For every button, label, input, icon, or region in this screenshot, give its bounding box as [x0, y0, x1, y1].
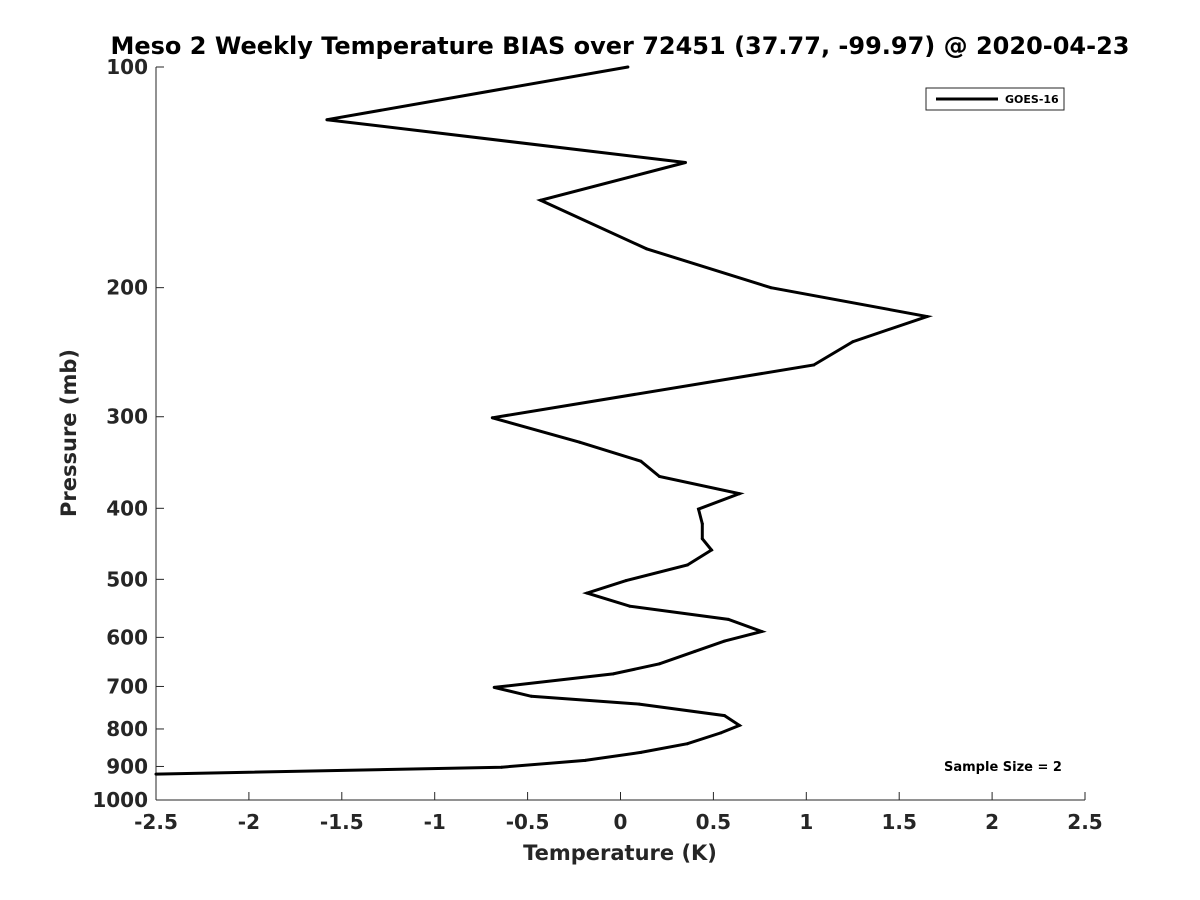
data-point [578, 440, 582, 444]
data-point [325, 118, 329, 122]
data-point [710, 548, 713, 552]
data-point [685, 742, 689, 746]
data-point [639, 459, 643, 463]
data-point [851, 340, 855, 344]
x-axis-label: Temperature (K) [523, 841, 717, 865]
data-point [611, 672, 615, 676]
y-axis-ticks: 100 200 300 400 500 600 700 800 900 1000 [92, 55, 164, 812]
data-point [700, 522, 704, 526]
series-layer [154, 65, 934, 776]
axes [155, 67, 1085, 801]
data-point [685, 563, 689, 567]
data-point [500, 765, 504, 769]
data-point [925, 315, 929, 318]
y-tick-label: 200 [106, 276, 148, 300]
x-tick-label: -1.5 [320, 810, 364, 834]
data-point [700, 537, 704, 541]
y-tick-label: 300 [106, 405, 148, 429]
data-point [723, 714, 726, 718]
data-point [585, 591, 589, 595]
y-tick-label: 600 [106, 625, 148, 649]
x-axis-ticks: -2.5 -2 -1.5 -1 -0.5 0 0.5 1 1.5 2 2.5 [134, 792, 1103, 834]
data-point [637, 702, 641, 706]
data-point [154, 772, 158, 776]
x-tick-label: 2.5 [1067, 810, 1102, 834]
x-tick-label: 2 [985, 810, 999, 834]
data-point [492, 685, 496, 689]
data-point [658, 475, 661, 478]
data-point [624, 579, 628, 583]
x-tick-label: -1 [424, 810, 446, 834]
y-tick-label: 500 [106, 567, 148, 591]
y-tick-label: 400 [106, 496, 148, 520]
data-point [726, 617, 730, 621]
series-line-goes-16 [155, 65, 934, 776]
data-point [490, 416, 494, 420]
x-tick-label: 1 [799, 810, 813, 834]
x-tick-label: -2.5 [134, 810, 178, 834]
y-tick-label: 800 [106, 717, 148, 741]
y-axis-label: Pressure (mb) [57, 349, 81, 517]
sample-size-annotation: Sample Size = 2 [944, 760, 1062, 775]
data-point [529, 694, 533, 698]
data-point [697, 507, 700, 511]
data-point [626, 65, 630, 69]
data-point [760, 630, 764, 633]
data-point [719, 731, 723, 735]
data-point [639, 750, 643, 754]
legend: GOES-16 [925, 87, 1065, 111]
data-point [658, 662, 661, 666]
y-tick-label: 1000 [92, 788, 148, 812]
data-point [737, 723, 741, 727]
data-point [693, 649, 697, 653]
chart-title: Meso 2 Weekly Temperature BIAS over 7245… [110, 32, 1129, 60]
data-point [769, 286, 773, 290]
x-tick-label: -2 [238, 810, 260, 834]
x-tick-label: 0 [614, 810, 628, 834]
x-tick-label: 0.5 [696, 810, 731, 834]
y-tick-label: 100 [106, 55, 148, 79]
x-tick-label: 1.5 [881, 810, 916, 834]
y-tick-label: 900 [106, 754, 148, 778]
legend-entry-goes-16: GOES-16 [1005, 93, 1059, 106]
data-point [583, 758, 587, 762]
data-point [737, 492, 741, 496]
data-point [812, 363, 816, 367]
y-tick-label: 700 [106, 674, 148, 698]
x-tick-label: -0.5 [506, 810, 550, 834]
data-point [628, 604, 632, 608]
data-point [645, 247, 648, 251]
data-point [723, 639, 726, 643]
data-point [684, 161, 687, 164]
data-point [539, 198, 543, 202]
